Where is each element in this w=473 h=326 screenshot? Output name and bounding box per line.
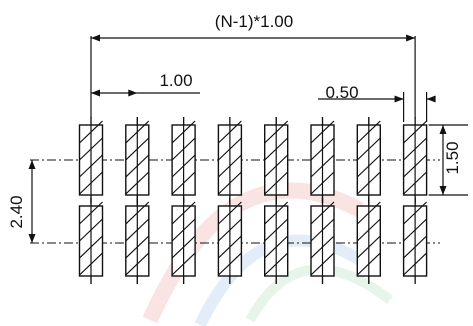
pad xyxy=(264,198,289,284)
pad xyxy=(310,117,335,203)
pad-width-label: 0.50 xyxy=(325,83,358,102)
pad xyxy=(125,198,150,284)
pad xyxy=(356,198,381,284)
pad xyxy=(217,117,243,203)
arrow-head xyxy=(426,95,436,103)
pad xyxy=(402,117,428,203)
pad xyxy=(310,198,335,284)
pitch-total-label: (N-1)*1.00 xyxy=(215,12,293,31)
pad xyxy=(171,198,196,284)
dimension-lines xyxy=(28,34,468,243)
pad xyxy=(264,117,289,203)
arrow-head xyxy=(406,34,416,42)
arrow-head xyxy=(439,125,447,134)
pad-length-label: 1.50 xyxy=(443,141,462,174)
pitch-label: 1.00 xyxy=(159,71,192,90)
arrow-head xyxy=(439,186,447,195)
arrow-head xyxy=(91,89,100,97)
pad xyxy=(402,198,428,284)
pad-array xyxy=(78,117,428,284)
pad xyxy=(171,117,196,203)
pad xyxy=(356,117,381,203)
arrow-head xyxy=(28,234,36,243)
arrow-head xyxy=(394,95,404,103)
arrow-head xyxy=(128,89,138,97)
pad xyxy=(78,198,104,284)
arrow-head xyxy=(28,160,36,169)
row-spacing-label: 2.40 xyxy=(7,195,26,228)
pad xyxy=(125,117,150,203)
pad xyxy=(78,117,104,203)
arrow-head xyxy=(91,34,100,42)
pad xyxy=(217,198,243,284)
